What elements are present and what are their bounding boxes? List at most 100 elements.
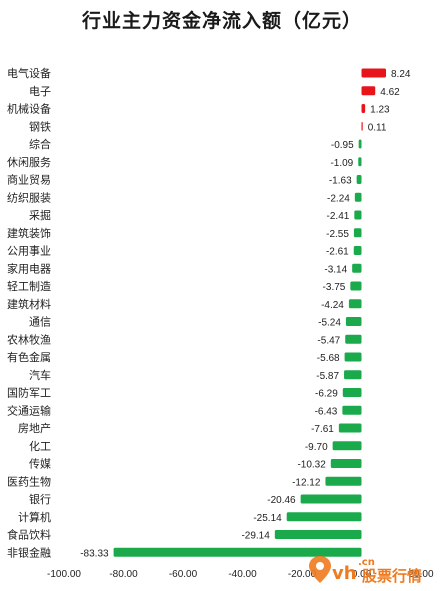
x-tick-label: -40.00 bbox=[228, 569, 257, 580]
category-label: 房地产 bbox=[18, 421, 51, 435]
watermark-brand: vh bbox=[332, 563, 357, 584]
bar bbox=[113, 547, 362, 557]
bar bbox=[361, 121, 363, 131]
bar bbox=[345, 317, 362, 326]
x-tick-label: -60.00 bbox=[169, 569, 198, 580]
bar bbox=[352, 263, 362, 273]
data-label: -83.33 bbox=[80, 548, 109, 559]
data-label: -29.14 bbox=[241, 531, 270, 542]
x-axis: -100.00 -80.00 -60.00 -40.00 -20.00 0.00 20.00 bbox=[47, 569, 434, 580]
bar bbox=[325, 476, 362, 486]
data-label: -25.14 bbox=[253, 513, 282, 524]
bar bbox=[356, 175, 362, 184]
bar bbox=[345, 334, 362, 344]
bar bbox=[353, 228, 362, 238]
bar bbox=[361, 86, 376, 96]
data-label: -2.24 bbox=[327, 193, 350, 204]
data-label: -6.43 bbox=[315, 406, 338, 417]
category-label: 通信 bbox=[29, 316, 51, 329]
bar bbox=[361, 104, 366, 113]
data-label: -4.24 bbox=[321, 300, 344, 311]
data-label: -0.95 bbox=[331, 140, 354, 151]
category-label: 交通运输 bbox=[7, 403, 51, 417]
data-label: -1.63 bbox=[329, 176, 352, 187]
category-label: 家用电器 bbox=[7, 261, 51, 275]
category-label: 农林牧渔 bbox=[7, 332, 51, 346]
data-label: 4.62 bbox=[380, 87, 400, 98]
x-tick-label: -100.00 bbox=[47, 569, 81, 580]
chart-title: 行业主力资金净流入额（亿元） bbox=[81, 10, 362, 32]
data-label: -10.32 bbox=[297, 460, 326, 471]
bar bbox=[300, 494, 362, 504]
category-label: 国防军工 bbox=[7, 386, 51, 400]
data-label: -3.14 bbox=[324, 264, 347, 275]
category-label: 医药生物 bbox=[7, 474, 51, 488]
data-label: -6.29 bbox=[315, 389, 338, 400]
category-label: 建筑材料 bbox=[7, 297, 51, 311]
category-label: 计算机 bbox=[18, 510, 51, 524]
data-label: -5.87 bbox=[316, 371, 339, 382]
data-label: 1.23 bbox=[370, 105, 390, 116]
data-label: -2.55 bbox=[326, 229, 349, 240]
data-label: 8.24 bbox=[391, 69, 411, 80]
bar bbox=[344, 370, 362, 380]
bar bbox=[342, 388, 362, 397]
data-label: -1.09 bbox=[330, 158, 353, 169]
category-label: 轻工制造 bbox=[7, 279, 51, 293]
watermark-name: 股票行情 bbox=[362, 567, 422, 585]
category-label: 传媒 bbox=[29, 458, 51, 471]
category-label: 机械设备 bbox=[7, 102, 51, 116]
x-tick-label: -20.00 bbox=[288, 569, 317, 580]
data-label: -5.68 bbox=[317, 353, 340, 364]
bar bbox=[358, 157, 362, 167]
data-label: -2.61 bbox=[326, 247, 349, 258]
location-pin-icon bbox=[309, 556, 331, 583]
bar bbox=[361, 68, 387, 78]
bar bbox=[354, 192, 362, 202]
bar bbox=[330, 459, 362, 468]
category-label: 纺织服装 bbox=[7, 190, 51, 204]
bar bbox=[274, 530, 362, 539]
bar bbox=[353, 246, 362, 255]
x-tick-label: 20.00 bbox=[408, 569, 433, 580]
bar bbox=[348, 299, 362, 309]
category-label: 综合 bbox=[29, 137, 51, 151]
category-label: 钢铁 bbox=[29, 120, 51, 133]
category-label: 建筑装饰 bbox=[7, 226, 51, 240]
category-label: 电气设备 bbox=[7, 66, 51, 80]
bar bbox=[338, 423, 362, 433]
category-label: 汽车 bbox=[29, 368, 51, 382]
data-label: -7.61 bbox=[311, 424, 334, 435]
bar bbox=[344, 352, 362, 362]
bar bbox=[332, 441, 362, 451]
data-label: -20.46 bbox=[267, 495, 296, 506]
data-label: -3.75 bbox=[323, 282, 346, 293]
category-label: 休闲服务 bbox=[7, 155, 51, 169]
category-label: 电子 bbox=[29, 85, 51, 98]
category-label: 商业贸易 bbox=[7, 173, 51, 187]
category-label: 银行 bbox=[29, 492, 51, 506]
category-label: 非银金融 bbox=[7, 545, 51, 559]
bar bbox=[342, 405, 362, 415]
data-label: 0.11 bbox=[368, 122, 387, 133]
bar bbox=[358, 139, 362, 149]
bars-layer: 电气设备 8.24 电子 4.62 机械设备 1.23 钢铁 0.11 综合 -0.95 休闲服务 -… bbox=[7, 66, 411, 559]
watermark-domain: .cn bbox=[358, 557, 375, 568]
data-label: -2.41 bbox=[327, 211, 350, 222]
bar bbox=[350, 281, 362, 291]
category-label: 食品饮料 bbox=[7, 528, 51, 542]
data-label: -9.70 bbox=[305, 442, 328, 453]
watermark-logo: vh .cn 股票行情 bbox=[306, 552, 442, 586]
category-label: 有色金属 bbox=[7, 350, 51, 364]
category-label: 采掘 bbox=[29, 208, 51, 222]
x-tick-label: 0.00 bbox=[352, 569, 372, 580]
category-label: 化工 bbox=[29, 439, 51, 453]
data-label: -5.24 bbox=[318, 318, 341, 329]
data-label: -12.12 bbox=[292, 477, 321, 488]
category-label: 公用事业 bbox=[7, 245, 51, 258]
bar bbox=[354, 210, 362, 220]
bar bbox=[286, 512, 362, 522]
x-tick-label: -80.00 bbox=[109, 569, 138, 580]
data-label: -5.47 bbox=[317, 335, 340, 346]
